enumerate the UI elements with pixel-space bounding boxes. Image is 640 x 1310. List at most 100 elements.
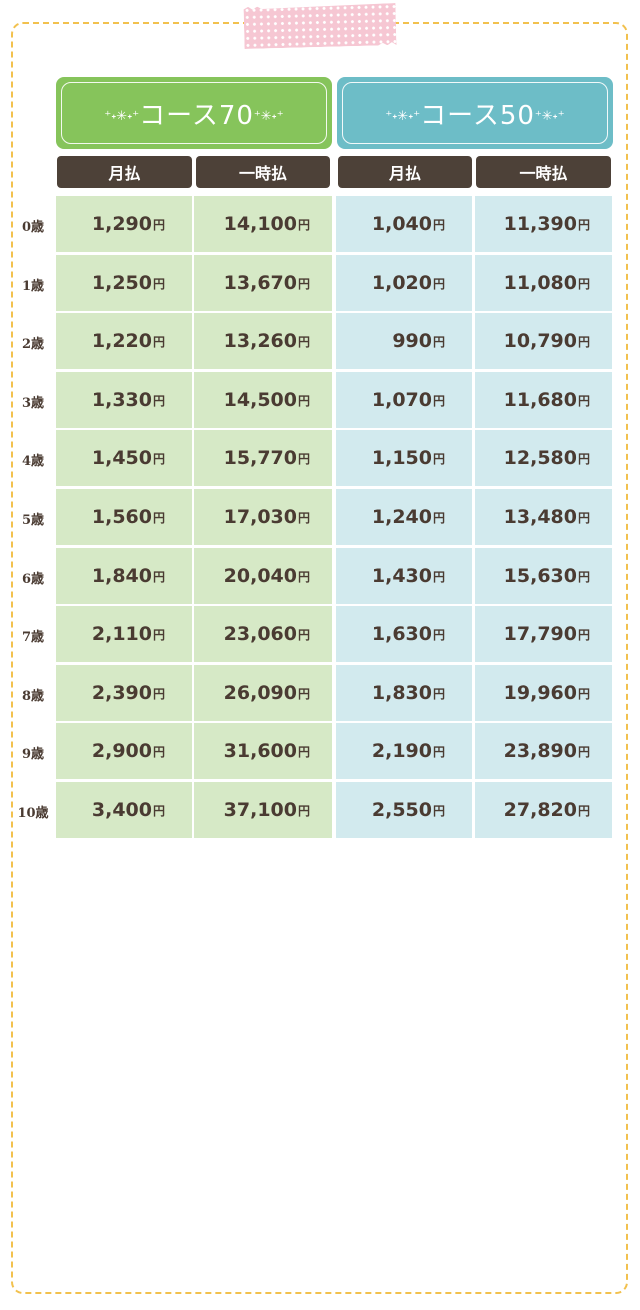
- price-value: 1,070: [371, 389, 432, 411]
- yen-unit: 円: [577, 393, 590, 408]
- cell-course70-lump-sum: 23,060 円: [194, 606, 332, 662]
- yen-unit: 円: [432, 744, 445, 759]
- yen-unit: 円: [152, 451, 165, 466]
- price-value: 1,830: [371, 682, 432, 704]
- price-value: 1,240: [371, 506, 432, 528]
- header-lump-sum-course-70: 一時払: [196, 156, 330, 188]
- price-value: 1,020: [371, 272, 432, 294]
- header-monthly-course-50: 月払: [338, 156, 472, 188]
- yen-unit: 円: [297, 217, 310, 232]
- cell-course50-monthly: 1,830 円: [336, 665, 472, 721]
- yen-unit: 円: [577, 276, 590, 291]
- price-value: 12,580: [503, 447, 577, 469]
- cell-course50-lump-sum: 15,630 円: [475, 548, 612, 604]
- course-70-label: コース70: [139, 100, 254, 131]
- age-label: 5歳: [21, 513, 45, 528]
- cell-course70-monthly: 1,290 円: [56, 196, 192, 252]
- yen-unit: 円: [577, 686, 590, 701]
- cell-course70-monthly: 2,110 円: [56, 606, 192, 662]
- yen-unit: 円: [297, 393, 310, 408]
- price-value: 1,330: [91, 389, 152, 411]
- yen-unit: 円: [577, 217, 590, 232]
- yen-unit: 円: [577, 569, 590, 584]
- sparkle-icon: ⁺˖✳˖⁺: [104, 108, 140, 124]
- yen-unit: 円: [432, 627, 445, 642]
- banner-inner-border: [342, 82, 608, 144]
- cell-course50-monthly: 1,040 円: [336, 196, 472, 252]
- price-value: 15,770: [223, 447, 297, 469]
- price-value: 1,560: [91, 506, 152, 528]
- header-monthly-course-70: 月払: [57, 156, 192, 188]
- cell-course50-monthly: 1,630 円: [336, 606, 472, 662]
- sparkle-icon: ⁺✳˖⁺: [253, 108, 284, 124]
- yen-unit: 円: [152, 744, 165, 759]
- yen-unit: 円: [152, 627, 165, 642]
- cell-course70-monthly: 1,560 円: [56, 489, 192, 545]
- cell-course50-monthly: 2,190 円: [336, 723, 472, 779]
- cell-course50-monthly: 2,550 円: [336, 782, 472, 838]
- yen-unit: 円: [152, 276, 165, 291]
- price-value: 990: [392, 330, 432, 352]
- cell-course50-lump-sum: 19,960 円: [475, 665, 612, 721]
- yen-unit: 円: [297, 276, 310, 291]
- cell-course50-lump-sum: 27,820 円: [475, 782, 612, 838]
- yen-unit: 円: [577, 334, 590, 349]
- cell-course50-lump-sum: 11,080 円: [475, 255, 612, 311]
- cell-course50-lump-sum: 12,580 円: [475, 430, 612, 486]
- cell-course70-lump-sum: 14,500 円: [194, 372, 332, 428]
- yen-unit: 円: [297, 803, 310, 818]
- price-value: 17,030: [223, 506, 297, 528]
- sparkle-icon: ⁺✳˖⁺: [534, 108, 565, 124]
- cell-course70-lump-sum: 17,030 円: [194, 489, 332, 545]
- price-value: 1,450: [91, 447, 152, 469]
- age-label: 1歳: [21, 279, 45, 294]
- price-value: 1,220: [91, 330, 152, 352]
- price-value: 3,400: [91, 799, 152, 821]
- age-label: 2歳: [21, 337, 45, 352]
- cell-course70-monthly: 1,840 円: [56, 548, 192, 604]
- age-label: 10歳: [17, 806, 49, 821]
- age-label: 9歳: [21, 747, 45, 762]
- yen-unit: 円: [577, 451, 590, 466]
- banner-inner-border: [61, 82, 327, 144]
- yen-unit: 円: [577, 744, 590, 759]
- age-label: 0歳: [21, 220, 45, 235]
- price-value: 23,060: [223, 623, 297, 645]
- cell-course70-monthly: 2,900 円: [56, 723, 192, 779]
- price-value: 15,630: [503, 565, 577, 587]
- age-label: 6歳: [21, 572, 45, 587]
- yen-unit: 円: [152, 803, 165, 818]
- yen-unit: 円: [152, 217, 165, 232]
- price-value: 17,790: [503, 623, 577, 645]
- price-value: 2,550: [371, 799, 432, 821]
- price-value: 19,960: [503, 682, 577, 704]
- cell-course70-monthly: 3,400 円: [56, 782, 192, 838]
- price-value: 1,290: [91, 213, 152, 235]
- price-value: 11,080: [503, 272, 577, 294]
- yen-unit: 円: [577, 803, 590, 818]
- price-value: 1,040: [371, 213, 432, 235]
- cell-course70-lump-sum: 37,100 円: [194, 782, 332, 838]
- price-value: 1,250: [91, 272, 152, 294]
- cell-course70-lump-sum: 13,260 円: [194, 313, 332, 369]
- age-label: 8歳: [21, 689, 45, 704]
- cell-course50-lump-sum: 10,790 円: [475, 313, 612, 369]
- yen-unit: 円: [297, 627, 310, 642]
- cell-course50-monthly: 1,070 円: [336, 372, 472, 428]
- age-label: 7歳: [21, 630, 45, 645]
- yen-unit: 円: [297, 334, 310, 349]
- cell-course70-monthly: 1,250 円: [56, 255, 192, 311]
- price-value: 23,890: [503, 740, 577, 762]
- course-70-banner: ⁺˖✳˖⁺コース70⁺✳˖⁺: [56, 77, 332, 149]
- yen-unit: 円: [432, 393, 445, 408]
- yen-unit: 円: [297, 510, 310, 525]
- price-value: 1,630: [371, 623, 432, 645]
- yen-unit: 円: [297, 744, 310, 759]
- washi-tape-decoration: [243, 3, 396, 49]
- cell-course50-monthly: 990 円: [336, 313, 472, 369]
- cell-course50-lump-sum: 11,390 円: [475, 196, 612, 252]
- yen-unit: 円: [432, 803, 445, 818]
- price-value: 2,390: [91, 682, 152, 704]
- price-value: 14,100: [223, 213, 297, 235]
- cell-course70-lump-sum: 15,770 円: [194, 430, 332, 486]
